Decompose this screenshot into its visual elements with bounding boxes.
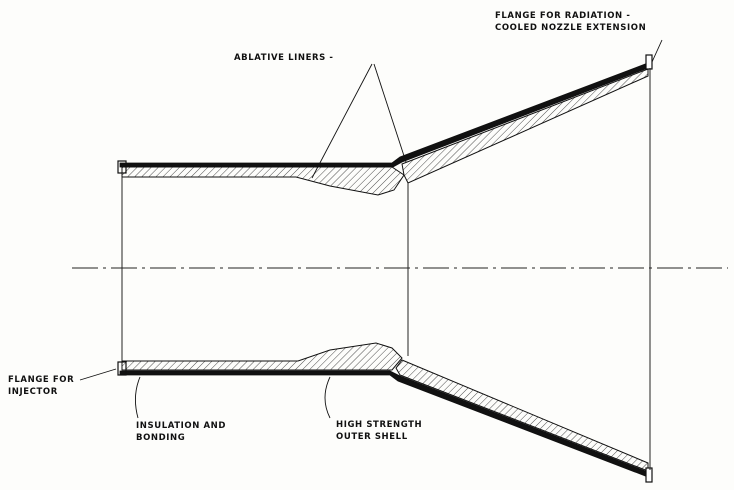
radiation-flange-top bbox=[645, 54, 653, 70]
radiation-flange-label: FLANGE FOR RADIATION - COOLED NOZZLE EXT… bbox=[495, 10, 646, 34]
injector-flange-text-2: INJECTOR bbox=[8, 387, 58, 397]
injector-flange-bottom bbox=[117, 361, 127, 376]
ablative-liner-top-nozzle bbox=[401, 68, 649, 184]
outer-shell-label: HIGH STRENGTH OUTER SHELL bbox=[336, 419, 422, 443]
shell-leader bbox=[324, 376, 331, 419]
radiation-flange-leader bbox=[651, 39, 663, 63]
injector-flange-top bbox=[117, 160, 127, 174]
ablative-leader-right bbox=[373, 63, 407, 163]
ablative-liner-top-chamber bbox=[121, 166, 405, 196]
injector-flange-leader bbox=[79, 368, 117, 381]
radiation-flange-text-1: FLANGE FOR RADIATION - bbox=[495, 11, 631, 21]
insulation-leader bbox=[135, 376, 141, 419]
insulation-text-2: BONDING bbox=[136, 433, 186, 443]
radiation-flange-bottom bbox=[645, 467, 653, 483]
ablative-liners-text: ABLATIVE LINERS - bbox=[234, 53, 334, 63]
ablative-leader-left bbox=[311, 63, 373, 179]
outer-shell-text-1: HIGH STRENGTH bbox=[336, 420, 423, 430]
radiation-flange-text-2: COOLED NOZZLE EXTENSION bbox=[495, 23, 647, 33]
ablative-liner-bottom-nozzle bbox=[395, 359, 649, 472]
injector-flange-text-1: FLANGE FOR bbox=[8, 375, 75, 385]
injector-flange-label: FLANGE FOR INJECTOR bbox=[8, 374, 74, 398]
outer-shell-top bbox=[119, 62, 649, 168]
insulation-label: INSULATION AND BONDING bbox=[136, 420, 226, 444]
insulation-text-1: INSULATION AND bbox=[136, 421, 227, 431]
ablative-liners-label: ABLATIVE LINERS - bbox=[234, 52, 334, 64]
ablative-liner-bottom-chamber bbox=[121, 342, 403, 371]
outer-shell-text-2: OUTER SHELL bbox=[336, 432, 408, 442]
